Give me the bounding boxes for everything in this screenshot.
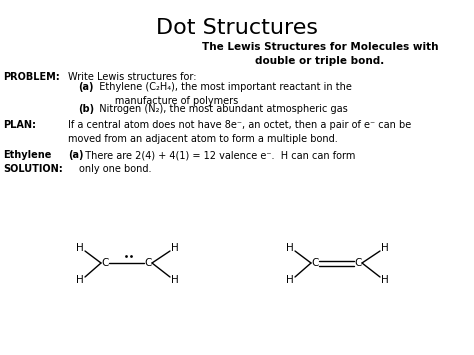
Text: PLAN:: PLAN:: [3, 120, 36, 130]
Text: C: C: [354, 258, 362, 268]
Text: Ethylene (C₂H₄), the most important reactant in the
       manufacture of polyme: Ethylene (C₂H₄), the most important reac…: [93, 82, 352, 105]
Text: H: H: [381, 275, 389, 285]
Text: The Lewis Structures for Molecules with
double or triple bond.: The Lewis Structures for Molecules with …: [202, 42, 438, 66]
Text: If a central atom does not have 8e⁻, an octet, then a pair of e⁻ can be
moved fr: If a central atom does not have 8e⁻, an …: [68, 120, 411, 144]
Text: Nitrogen (N₂), the most abundant atmospheric gas: Nitrogen (N₂), the most abundant atmosph…: [93, 104, 348, 114]
Text: Write Lewis structures for:: Write Lewis structures for:: [68, 72, 197, 82]
Text: C: C: [144, 258, 152, 268]
Text: PROBLEM:: PROBLEM:: [3, 72, 60, 82]
Text: H: H: [286, 243, 294, 253]
Text: H: H: [76, 243, 84, 253]
Text: Dot Structures: Dot Structures: [156, 18, 318, 38]
Text: C: C: [101, 258, 109, 268]
Text: C: C: [311, 258, 319, 268]
Text: (a): (a): [78, 82, 93, 92]
Text: (b): (b): [78, 104, 94, 114]
Text: H: H: [286, 275, 294, 285]
Text: H: H: [171, 243, 179, 253]
Text: H: H: [171, 275, 179, 285]
Text: There are 2(4) + 4(1) = 12 valence e⁻.  H can can form
only one bond.: There are 2(4) + 4(1) = 12 valence e⁻. H…: [79, 150, 356, 174]
Text: H: H: [381, 243, 389, 253]
Text: (a): (a): [68, 150, 83, 160]
Text: H: H: [76, 275, 84, 285]
Text: Ethylene
SOLUTION:: Ethylene SOLUTION:: [3, 150, 63, 174]
